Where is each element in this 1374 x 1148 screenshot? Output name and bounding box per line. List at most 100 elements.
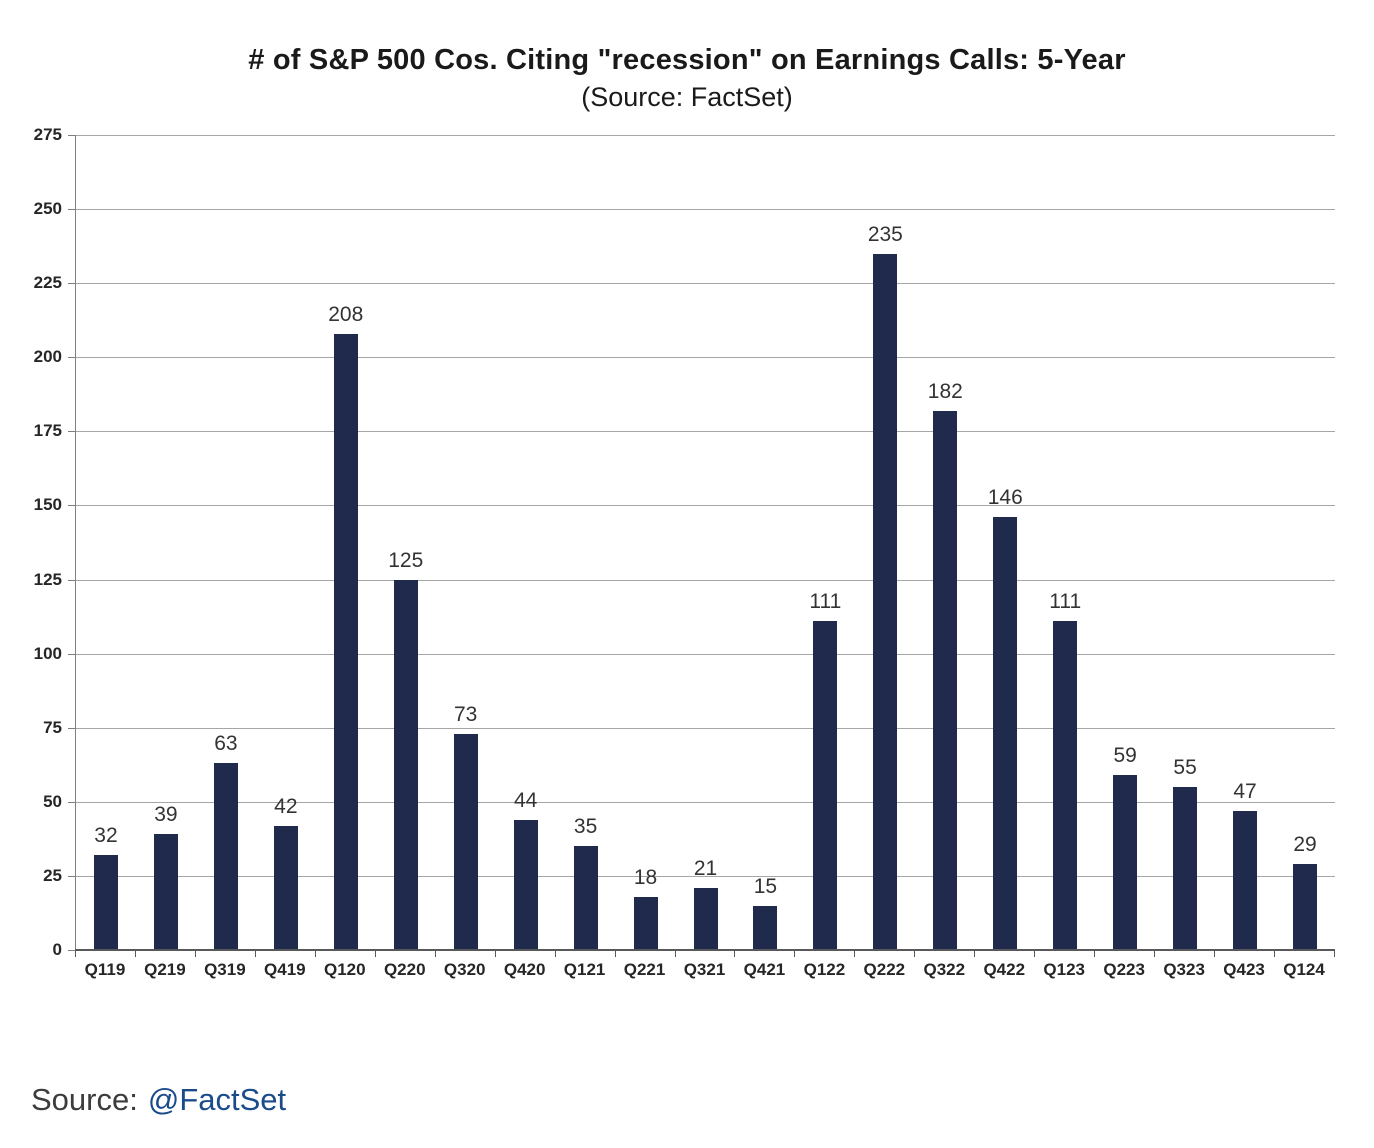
bar xyxy=(933,410,958,950)
x-axis-tick xyxy=(1334,951,1335,957)
bar xyxy=(1113,775,1138,950)
y-axis-label: 200 xyxy=(33,347,62,367)
bar xyxy=(393,579,418,950)
bar xyxy=(213,763,238,950)
bar xyxy=(153,834,178,950)
x-axis-line xyxy=(75,949,1335,951)
x-axis-tick xyxy=(614,951,616,957)
gridline xyxy=(76,135,1335,136)
source-link[interactable]: @FactSet xyxy=(147,1082,287,1117)
gridline xyxy=(76,505,1335,507)
x-axis-tick xyxy=(674,951,676,957)
bar-value-label: 208 xyxy=(328,302,364,326)
x-axis-label: Q221 xyxy=(623,960,666,979)
x-axis-label: Q423 xyxy=(1223,960,1265,979)
x-axis-tick xyxy=(134,951,136,957)
gridline xyxy=(76,579,1335,581)
x-axis-tick xyxy=(794,951,796,957)
bar xyxy=(813,621,838,950)
bar-value-label: 29 xyxy=(1293,833,1317,857)
y-axis-label: 50 xyxy=(43,791,62,811)
x-axis-label: Q320 xyxy=(443,960,486,979)
source-label: Source: xyxy=(31,1082,138,1117)
x-axis-tick xyxy=(1094,951,1096,957)
bar xyxy=(1053,621,1078,950)
x-axis-tick xyxy=(734,951,736,957)
x-axis-label: Q422 xyxy=(983,960,1026,979)
x-axis-label: Q419 xyxy=(264,960,306,979)
x-axis-label: Q219 xyxy=(144,960,186,979)
bar-value-label: 55 xyxy=(1173,756,1197,779)
bar xyxy=(693,887,718,950)
x-axis-tick xyxy=(494,951,496,957)
x-axis-label: Q124 xyxy=(1283,960,1325,979)
chart-title: # of S&P 500 Cos. Citing "recession" on … xyxy=(248,44,1126,76)
source-line: Source: @FactSet xyxy=(31,1082,286,1118)
y-axis-tick xyxy=(68,357,75,359)
x-axis-label: Q319 xyxy=(204,960,246,979)
bar-value-label: 47 xyxy=(1233,779,1257,803)
y-axis-tick xyxy=(68,950,75,951)
bar-value-label: 39 xyxy=(154,803,178,827)
y-axis-tick xyxy=(68,505,75,507)
gridline xyxy=(76,357,1335,359)
y-axis-tick xyxy=(68,135,75,136)
bar xyxy=(273,825,298,950)
y-axis-tick xyxy=(68,431,75,433)
x-axis-label: Q120 xyxy=(323,960,366,979)
bar-value-label: 235 xyxy=(867,222,903,246)
gridline xyxy=(76,801,1335,803)
x-axis-label: Q121 xyxy=(563,960,606,979)
y-axis-tick xyxy=(68,875,75,877)
x-axis-tick xyxy=(1214,951,1216,957)
gridline xyxy=(76,653,1335,655)
bar-value-label: 111 xyxy=(809,590,842,614)
y-axis-label: 225 xyxy=(33,273,62,293)
bar-value-label: 182 xyxy=(927,379,963,403)
bar xyxy=(873,253,898,950)
y-axis-tick xyxy=(68,209,75,211)
bar xyxy=(633,896,658,950)
x-axis-tick xyxy=(75,951,76,957)
gridline xyxy=(76,727,1335,729)
gridline xyxy=(76,431,1335,433)
y-axis-tick xyxy=(68,283,75,285)
bar xyxy=(93,855,118,950)
x-axis-label: Q223 xyxy=(1103,960,1145,979)
bar xyxy=(333,333,358,950)
bar-value-label: 59 xyxy=(1113,744,1137,768)
x-axis-label: Q122 xyxy=(803,960,846,979)
bar xyxy=(1293,864,1318,950)
bar xyxy=(993,517,1018,950)
x-axis-tick xyxy=(854,951,856,957)
plot-area: 0 25 50 75 100 125 150 175 200 225 250 275 32 39 63 42 2… xyxy=(34,125,1335,959)
gridline xyxy=(76,283,1335,285)
y-axis-tick xyxy=(68,653,75,655)
bar-value-label: 18 xyxy=(633,865,658,889)
bar-value-label: 44 xyxy=(513,788,538,812)
bar-value-label: 63 xyxy=(214,732,238,756)
x-axis-label: Q323 xyxy=(1163,960,1205,979)
bar xyxy=(1173,787,1198,950)
bar xyxy=(1233,810,1258,950)
x-axis-label: Q421 xyxy=(743,960,786,979)
x-axis-tick xyxy=(254,951,256,957)
bar xyxy=(453,733,478,950)
x-axis-tick xyxy=(554,951,556,957)
x-axis-tick xyxy=(914,951,916,957)
bar-value-label: 42 xyxy=(274,794,298,818)
y-axis-label: 250 xyxy=(33,199,62,219)
y-axis-label: 0 xyxy=(52,940,62,959)
y-axis-label: 150 xyxy=(33,495,62,515)
bar-value-label: 73 xyxy=(454,702,478,726)
x-axis-tick xyxy=(974,951,976,957)
x-axis-label: Q321 xyxy=(683,960,726,979)
y-axis-label: 275 xyxy=(33,125,62,144)
x-axis-label: Q222 xyxy=(863,960,906,979)
y-axis-tick xyxy=(68,727,75,729)
x-axis-label: Q420 xyxy=(503,960,546,979)
bar-value-label: 125 xyxy=(388,548,424,572)
bar-value-label: 15 xyxy=(753,874,778,898)
x-axis-tick xyxy=(1154,951,1156,957)
